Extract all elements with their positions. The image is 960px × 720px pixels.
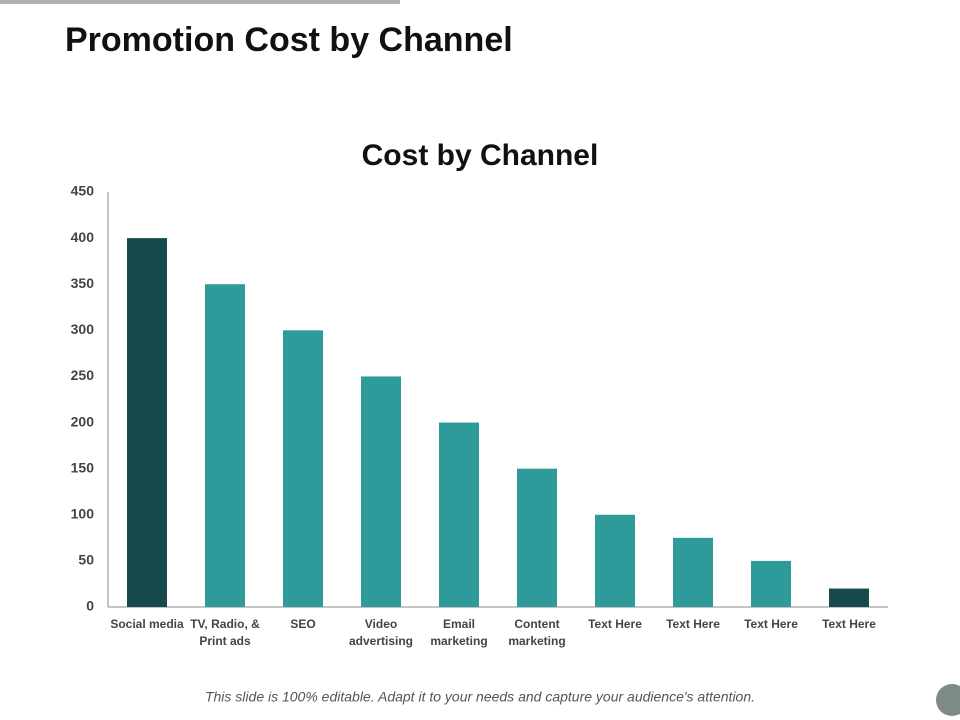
y-tick-label: 150 [71, 459, 95, 475]
bar [517, 468, 557, 607]
corner-dot [936, 684, 960, 716]
y-tick-label: 450 [71, 183, 95, 199]
bar [595, 514, 635, 607]
x-tick-label: Text Here [666, 617, 720, 631]
x-tick-label: Content marketing [508, 617, 566, 648]
bar [439, 422, 479, 607]
bar [361, 376, 401, 607]
bar [205, 284, 245, 607]
bar [829, 588, 869, 607]
bar [673, 537, 713, 607]
x-tick-label: SEO [290, 617, 316, 631]
bar [751, 560, 791, 607]
chart-title: Cost by Channel [362, 139, 599, 172]
x-tick-label: Text Here [822, 617, 876, 631]
y-tick-label: 400 [71, 229, 95, 245]
bar [127, 238, 167, 607]
y-tick-label: 200 [71, 413, 95, 429]
y-tick-label: 50 [78, 552, 94, 568]
y-tick-label: 250 [71, 367, 95, 383]
y-tick-label: 350 [71, 275, 95, 291]
footnote: This slide is 100% editable. Adapt it to… [205, 689, 755, 705]
y-tick-label: 300 [71, 321, 95, 337]
x-tick-label: Video advertising [348, 617, 414, 648]
x-tick-label: Email marketing [430, 617, 488, 648]
y-tick-label: 100 [71, 505, 95, 521]
x-tick-label: TV, Radio, & Print ads [190, 617, 260, 648]
slide-title: Promotion Cost by Channel [65, 21, 513, 59]
x-tick-label: Text Here [588, 617, 642, 631]
x-tick-label: Text Here [744, 617, 798, 631]
top-accent [0, 0, 400, 4]
y-tick-label: 0 [86, 598, 94, 614]
x-tick-label: Social media [110, 617, 184, 631]
bar [283, 330, 323, 607]
